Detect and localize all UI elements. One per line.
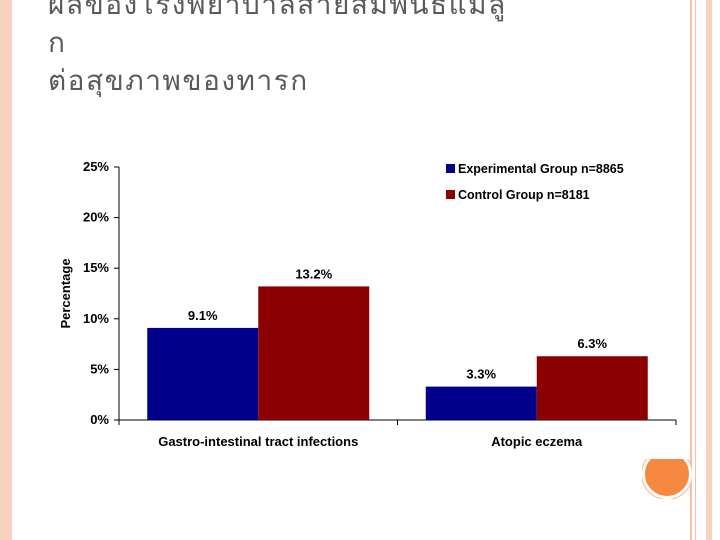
chart-x-categories: Gastro-intestinal tract infections Atopic… — [158, 434, 583, 449]
title-line-1: ผลของโรงพยาบาลสายสัมพันธ์แม่ลู — [48, 0, 507, 21]
bar-value-label: 13.2% — [295, 266, 332, 281]
bar — [258, 286, 370, 420]
chart-bar-labels: 9.1% 13.2% 3.3% 6.3% — [188, 266, 608, 381]
y-tick-label: 0% — [90, 412, 109, 427]
chart-bars — [147, 286, 648, 420]
title-line-2: ก — [48, 26, 67, 59]
right-decor-line — [695, 0, 696, 540]
legend-label: Experimental Group n=8865 — [458, 162, 624, 176]
y-tick-label: 15% — [83, 260, 109, 275]
chart-y-ticks: 0% 5% 10% 15% 20% 25% — [83, 159, 119, 427]
orange-circle-decoration — [642, 459, 692, 499]
legend-label: Control Group n=8181 — [458, 188, 590, 202]
right-decor-line — [690, 0, 692, 540]
y-tick-label: 25% — [83, 159, 109, 174]
legend-swatch — [446, 164, 455, 173]
y-axis-label: Percentage — [58, 258, 73, 328]
chart-legend: Experimental Group n=8865 Control Group n… — [446, 162, 624, 202]
bar-value-label: 9.1% — [188, 308, 218, 323]
bar-value-label: 3.3% — [466, 367, 496, 382]
bar — [536, 356, 648, 420]
y-tick-label: 20% — [83, 210, 109, 225]
x-category-label: Gastro-intestinal tract infections — [158, 434, 358, 449]
x-category-label: Atopic eczema — [491, 434, 583, 449]
bar-value-label: 6.3% — [577, 336, 607, 351]
y-tick-label: 10% — [83, 311, 109, 326]
left-decor-band — [0, 0, 12, 540]
y-tick-label: 5% — [90, 361, 109, 376]
bar — [147, 327, 259, 420]
slide-title: ผลของโรงพยาบาลสายสัมพันธ์แม่ลู ก ต่อสุขภ… — [48, 0, 648, 100]
bar — [425, 386, 537, 420]
right-decor-band — [706, 0, 712, 540]
title-line-3: ต่อสุขภาพของทารก — [48, 64, 309, 97]
legend-swatch — [446, 190, 455, 199]
